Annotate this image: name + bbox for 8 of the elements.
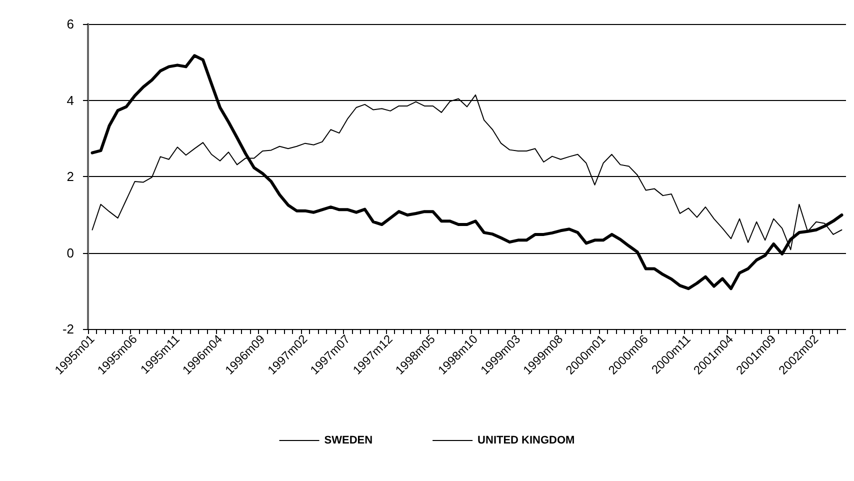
- y-tick-label: 0: [66, 245, 74, 260]
- y-tick-label: 4: [66, 92, 74, 108]
- legend-label: SWEDEN: [324, 434, 373, 446]
- legend-label: UNITED KINGDOM: [478, 434, 575, 446]
- y-tick-label: 2: [66, 169, 74, 184]
- line-series: [90, 54, 844, 290]
- y-tick-label: 6: [66, 16, 74, 32]
- y-tick-label: -2: [62, 322, 74, 336]
